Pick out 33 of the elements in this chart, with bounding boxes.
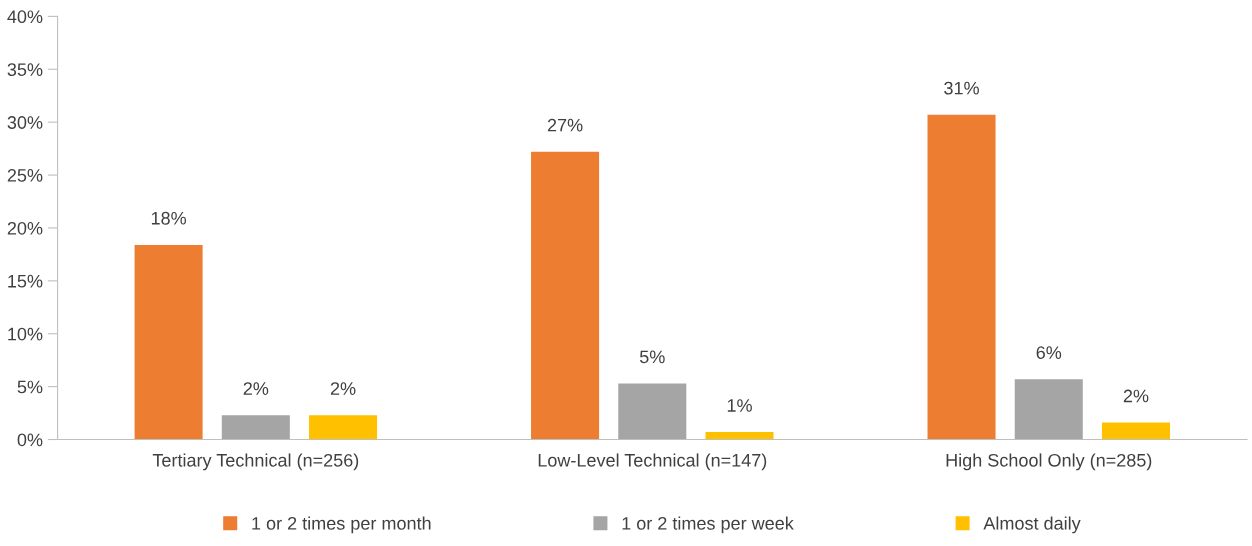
bar <box>1101 422 1170 440</box>
data-label: 27% <box>547 118 583 132</box>
legend-label: Almost daily <box>983 516 1081 534</box>
bar <box>618 383 687 440</box>
y-tick-label: 25% <box>7 169 43 182</box>
y-tick-label: 30% <box>7 116 43 129</box>
data-label: 2% <box>243 382 269 395</box>
y-tick-label: 20% <box>7 221 43 235</box>
x-tick-label: Tertiary Technical (n=256) <box>152 453 359 471</box>
data-label: 2% <box>330 382 356 395</box>
y-tick-label: 40% <box>7 10 43 24</box>
y-tick-label: 15% <box>8 274 43 288</box>
legend-label: 1 or 2 times per week <box>622 516 794 534</box>
data-label: 1% <box>727 399 752 412</box>
bar <box>221 415 290 440</box>
legend-label: 1 or 2 times per month <box>252 516 431 534</box>
x-tick-label: Low-Level Technical (n=147) <box>538 453 767 471</box>
y-tick-label: 10% <box>8 327 43 341</box>
bar <box>705 432 774 440</box>
data-label: 2% <box>1123 389 1149 403</box>
bar <box>927 114 996 440</box>
data-label: 5% <box>639 350 665 364</box>
data-label: 31% <box>944 81 979 95</box>
bar <box>531 151 600 440</box>
bar <box>134 244 203 440</box>
y-tick-label: 5% <box>17 380 43 394</box>
y-tick-label: 0% <box>17 433 43 447</box>
data-label: 6% <box>1036 346 1062 359</box>
bar <box>309 415 378 440</box>
data-label: 18% <box>151 211 187 225</box>
y-tick-label: 35% <box>7 63 43 76</box>
bar <box>1014 379 1083 440</box>
x-tick-label: High School Only (n=285) <box>946 453 1152 471</box>
